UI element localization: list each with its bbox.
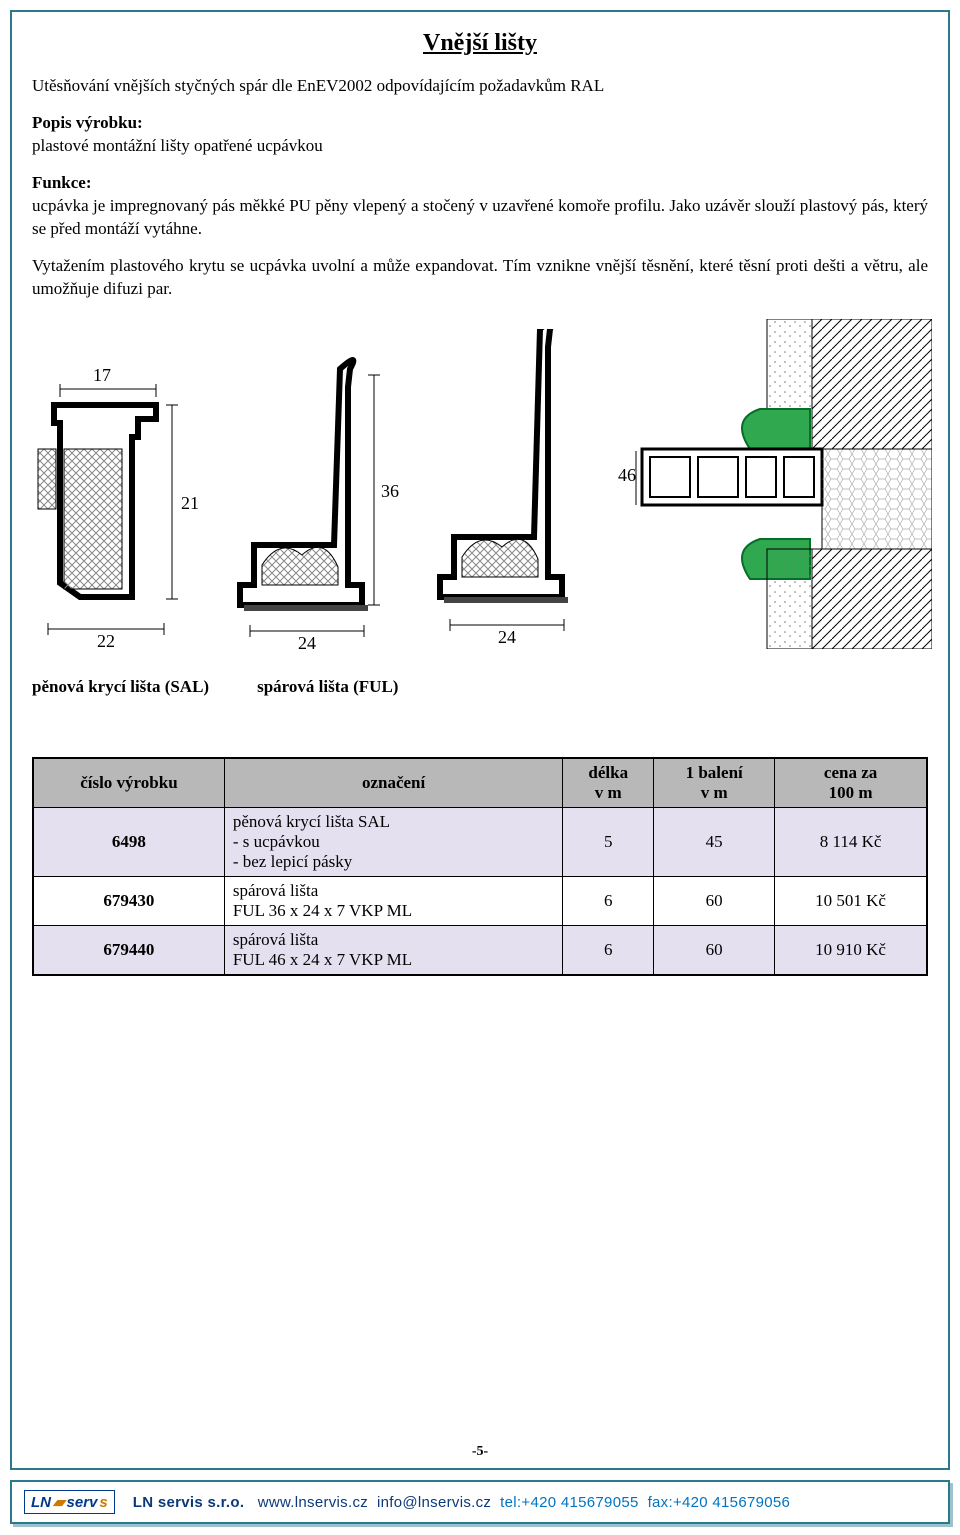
footer-web: www.lnservis.cz: [258, 1494, 368, 1511]
diagram-ful36: 36 24: [232, 349, 402, 649]
cell-pack: 45: [654, 807, 775, 876]
table-header-row: číslo výrobku označení délka v m 1 balen…: [33, 758, 927, 808]
cell-len: 6: [563, 876, 654, 925]
cell-desc: pěnová krycí lišta SAL - s ucpávkou - be…: [224, 807, 563, 876]
svg-text:17: 17: [93, 365, 111, 385]
cell-id: 6498: [33, 807, 224, 876]
cell-len: 5: [563, 807, 654, 876]
svg-text:24: 24: [298, 633, 316, 649]
cell-pack: 60: [654, 876, 775, 925]
page-frame: Vnější lišty Utěsňování vnějších styčnýc…: [10, 10, 950, 1470]
funkce-block: Funkce: ucpávka je impregnovaný pás měkk…: [32, 172, 928, 241]
logo-ln: LN: [31, 1494, 51, 1511]
footer-bar: LN ▰ serv s LN servis s.r.o. www.lnservi…: [10, 1480, 950, 1524]
svg-text:21: 21: [181, 493, 199, 513]
svg-text:24: 24: [498, 627, 516, 647]
th-desc: označení: [224, 758, 563, 808]
footer-company: LN servis s.r.o.: [133, 1494, 245, 1511]
popis-block: Popis výrobku: plastové montážní lišty o…: [32, 112, 928, 158]
caption-sal: pěnová krycí lišta (SAL): [32, 677, 209, 697]
cell-price: 8 114 Kč: [775, 807, 927, 876]
table-row: 679430spárová lišta FUL 36 x 24 x 7 VKP …: [33, 876, 927, 925]
cell-id: 679440: [33, 925, 224, 975]
diagram-captions: pěnová krycí lišta (SAL) spárová lišta (…: [32, 677, 928, 697]
cell-id: 679430: [33, 876, 224, 925]
funkce-label: Funkce:: [32, 173, 92, 192]
th-price: cena za 100 m: [775, 758, 927, 808]
cell-len: 6: [563, 925, 654, 975]
caption-ful: spárová lišta (FUL): [257, 677, 398, 697]
th-id: číslo výrobku: [33, 758, 224, 808]
footer-fax: fax:+420 415679056: [648, 1494, 791, 1511]
cell-price: 10 501 Kč: [775, 876, 927, 925]
cell-pack: 60: [654, 925, 775, 975]
svg-text:36: 36: [381, 481, 399, 501]
logo: LN ▰ serv s: [24, 1490, 115, 1514]
logo-s: s: [99, 1494, 107, 1511]
product-table: číslo výrobku označení délka v m 1 balen…: [32, 757, 928, 976]
footer-text: LN servis s.r.o. www.lnservis.cz info@ln…: [133, 1494, 790, 1511]
svg-text:46: 46: [618, 465, 636, 485]
page-number: -5-: [12, 1444, 948, 1460]
popis-text: plastové montážní lišty opatřené ucpávko…: [32, 136, 323, 155]
svg-text:22: 22: [97, 631, 115, 649]
cell-desc: spárová lišta FUL 46 x 24 x 7 VKP ML: [224, 925, 563, 975]
diagram-area: 17 21 22: [32, 319, 928, 649]
diagram-sal: 17 21 22: [32, 349, 202, 649]
diagram-install: 46: [612, 319, 932, 649]
funkce-text2: Vytažením plastového krytu se ucpávka uv…: [32, 255, 928, 301]
page-title: Vnější lišty: [32, 30, 928, 57]
diagram-ful46: 24: [432, 329, 582, 649]
footer-email: info@lnservis.cz: [377, 1494, 491, 1511]
logo-serv: serv: [67, 1494, 98, 1511]
th-pack: 1 balení v m: [654, 758, 775, 808]
funkce-text: ucpávka je impregnovaný pás měkké PU pěn…: [32, 196, 928, 238]
table-row: 679440spárová lišta FUL 46 x 24 x 7 VKP …: [33, 925, 927, 975]
intro-text: Utěsňování vnějších styčných spár dle En…: [32, 75, 928, 98]
popis-label: Popis výrobku:: [32, 113, 143, 132]
table-row: 6498pěnová krycí lišta SAL - s ucpávkou …: [33, 807, 927, 876]
logo-wedge-icon: ▰: [53, 1493, 65, 1511]
cell-desc: spárová lišta FUL 36 x 24 x 7 VKP ML: [224, 876, 563, 925]
th-len: délka v m: [563, 758, 654, 808]
cell-price: 10 910 Kč: [775, 925, 927, 975]
footer-tel: tel:+420 415679055: [500, 1494, 638, 1511]
